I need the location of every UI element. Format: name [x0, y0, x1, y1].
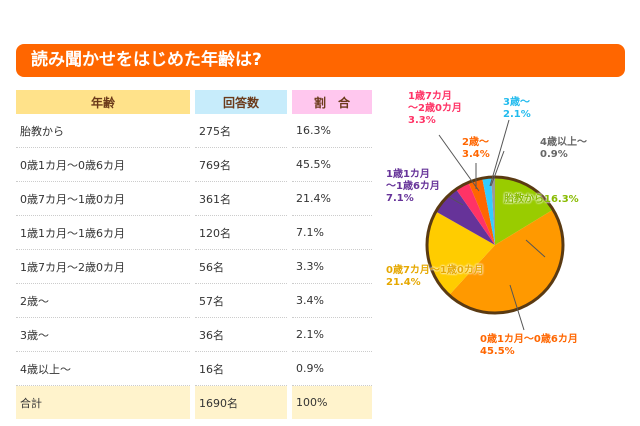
count-cell: 120名: [195, 216, 287, 250]
count-cell: 1690名: [195, 386, 287, 419]
count-cell: 56名: [195, 250, 287, 284]
pie-border: [425, 175, 565, 315]
slice-label: 0歳1カ月～0歳6カ月 45.5%: [480, 334, 578, 357]
age-cell: 2歳～: [16, 284, 190, 318]
count-cell: 361名: [195, 182, 287, 216]
age-cell: 4歳以上～: [16, 352, 190, 386]
ratio-cell: 7.1%: [292, 216, 372, 250]
table-row: 合計 1690名 100%: [16, 386, 372, 419]
leader-line: [490, 150, 505, 187]
header-ratio: 割 合: [292, 90, 372, 114]
ratio-cell: 3.3%: [292, 250, 372, 284]
ratio-cell: 0.9%: [292, 352, 372, 386]
slice-label: 胎教から16.3%: [504, 194, 579, 205]
table-row: 3歳～ 36名 2.1%: [16, 318, 372, 352]
header-count: 回答数: [195, 90, 287, 114]
leader-line: [489, 119, 510, 187]
age-cell: 0歳7カ月～1歳0カ月: [16, 182, 190, 216]
age-cell: 0歳1カ月～0歳6カ月: [16, 148, 190, 182]
age-cell: 1歳7カ月～2歳0カ月: [16, 250, 190, 284]
slice-label: 3歳～ 2.1%: [503, 97, 531, 120]
count-cell: 36名: [195, 318, 287, 352]
slice-label: 1歳1カ月 ～1歳6カ月 7.1%: [386, 169, 440, 204]
table-row: 1歳7カ月～2歳0カ月 56名 3.3%: [16, 250, 372, 284]
table-row: 4歳以上～ 16名 0.9%: [16, 352, 372, 386]
leader-line: [438, 134, 480, 192]
table-row: 0歳7カ月～1歳0カ月 361名 21.4%: [16, 182, 372, 216]
pie-slice: [456, 182, 495, 245]
results-table: 年齢 回答数 割 合 胎教から 275名 16.3% 0歳1カ月～0歳6カ月 769名 4…: [11, 90, 377, 419]
ratio-cell: 21.4%: [292, 182, 372, 216]
age-cell: 3歳～: [16, 318, 190, 352]
count-cell: 769名: [195, 148, 287, 182]
ratio-cell: 2.1%: [292, 318, 372, 352]
ratio-cell: 16.3%: [292, 114, 372, 148]
count-cell: 57名: [195, 284, 287, 318]
age-cell: 合計: [16, 386, 190, 419]
age-cell: 胎教から: [16, 114, 190, 148]
age-cell: 1歳1カ月～1歳6カ月: [16, 216, 190, 250]
slice-label: 4歳以上～ 0.9%: [540, 137, 587, 160]
leader-line: [525, 239, 546, 258]
header-age: 年齢: [16, 90, 190, 114]
table-row: 1歳1カ月～1歳6カ月 120名 7.1%: [16, 216, 372, 250]
pie-slice: [468, 178, 495, 245]
count-cell: 16名: [195, 352, 287, 386]
slice-label: 2歳～ 3.4%: [462, 137, 490, 160]
pie-slice: [435, 189, 495, 245]
ratio-cell: 3.4%: [292, 284, 372, 318]
table-row: 胎教から 275名 16.3%: [16, 114, 372, 148]
slice-label: 0歳7カ月～1歳0カ月 21.4%: [386, 265, 484, 288]
ratio-cell: 45.5%: [292, 148, 372, 182]
pie-slice: [449, 209, 564, 314]
slice-label: 1歳7カ月 ～2歳0カ月 3.3%: [408, 91, 462, 126]
page-title: 読み聞かせをはじめた年齢は?: [16, 44, 625, 77]
leader-line: [509, 284, 525, 331]
pie-slice: [482, 177, 495, 245]
count-cell: 275名: [195, 114, 287, 148]
leader-line: [448, 196, 464, 206]
pie-slice: [427, 211, 495, 296]
table-row: 2歳～ 57名 3.4%: [16, 284, 372, 318]
pie-slice: [491, 177, 495, 245]
ratio-cell: 100%: [292, 386, 372, 419]
table-row: 0歳1カ月～0歳6カ月 769名 45.5%: [16, 148, 372, 182]
